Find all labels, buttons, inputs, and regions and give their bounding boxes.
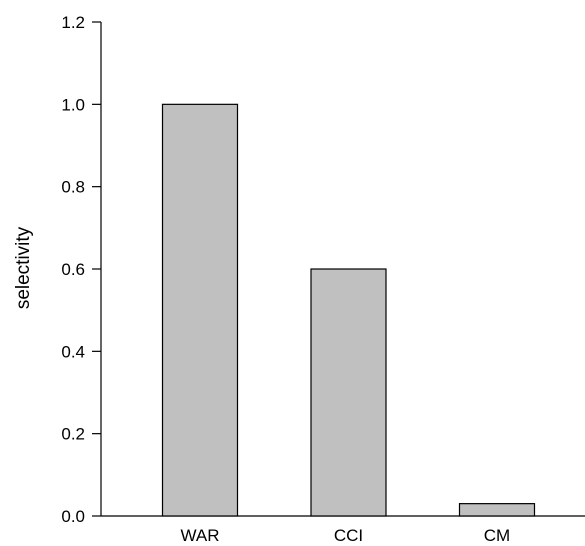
x-axis-ticks: WAR CCI CM	[180, 526, 510, 545]
y-tick-label: 1.0	[61, 95, 85, 114]
y-tick-label: 0.4	[61, 342, 85, 361]
x-tick-label: CM	[484, 526, 510, 545]
y-tick-label: 1.2	[61, 13, 85, 32]
bar-cm	[458, 503, 536, 517]
y-tick-label: 0.8	[61, 178, 85, 197]
bar-cci	[310, 268, 387, 517]
y-tick-label: 0.0	[61, 507, 85, 526]
x-tick-label: WAR	[180, 526, 219, 545]
bars	[161, 103, 536, 517]
bar-war	[161, 103, 239, 517]
y-tick-label: 0.6	[61, 260, 85, 279]
y-axis-label: selectivity	[13, 226, 34, 309]
y-tick-label: 0.2	[61, 425, 85, 444]
y-axis-ticks: 0.0 0.2 0.4 0.6 0.8 1.0 1.2	[61, 13, 101, 526]
x-tick-label: CCI	[334, 526, 363, 545]
